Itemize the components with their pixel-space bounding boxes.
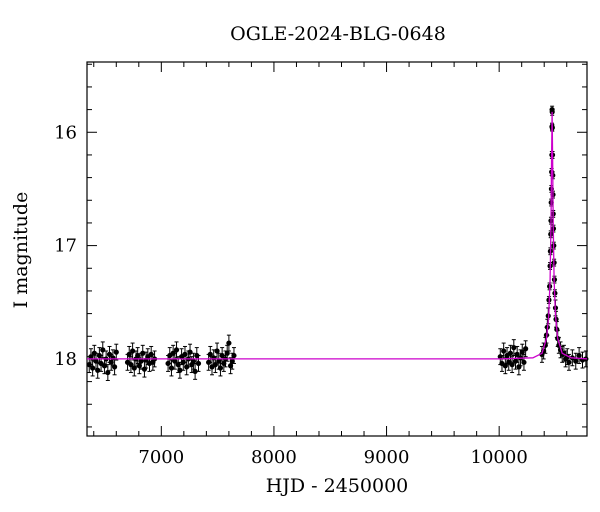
data-point: [182, 351, 188, 357]
data-point: [128, 362, 134, 368]
data-point: [226, 340, 232, 346]
plot-frame: [86, 61, 588, 437]
x-tick-label: 8000: [251, 447, 297, 468]
data-point: [190, 358, 197, 364]
x-tick-label: 9000: [364, 447, 410, 468]
data-point: [192, 368, 198, 374]
data-point: [573, 358, 579, 364]
data-point: [135, 352, 141, 359]
x-tick-label: 10000: [471, 447, 528, 468]
data-point: [113, 349, 119, 355]
model-curve: [87, 111, 588, 360]
y-axis-label: I magnitude: [10, 192, 32, 309]
data-point: [168, 365, 175, 371]
chart-title: OGLE-2024-BLG-0648: [230, 23, 446, 45]
data-point: [509, 362, 515, 368]
data-point: [105, 369, 111, 376]
y-tick-label: 18: [54, 349, 77, 370]
data-point: [502, 363, 508, 369]
data-point: [231, 352, 237, 359]
data-point: [177, 367, 183, 373]
data-point: [187, 349, 193, 355]
data-point: [95, 367, 101, 373]
data-point: [173, 347, 180, 353]
plot-area: 7000 8000 9000 10000 16 17 18: [54, 61, 589, 468]
data-point: [195, 360, 202, 367]
data-point: [519, 349, 525, 355]
data-point: [576, 352, 582, 359]
data-point: [523, 346, 529, 352]
x-tick-label: 7000: [138, 447, 184, 468]
y-tick-label: 16: [54, 122, 77, 143]
data-point: [207, 351, 213, 357]
data-point: [217, 365, 224, 371]
data-point: [212, 362, 218, 368]
data-point: [90, 365, 96, 371]
y-tick-label: 17: [54, 236, 77, 257]
data-point: [224, 350, 230, 356]
data-point: [172, 358, 178, 364]
data-point: [514, 351, 520, 357]
data-point: [214, 348, 220, 354]
data-point: [130, 348, 136, 354]
data-point: [549, 109, 555, 115]
data-point: [507, 350, 514, 356]
data-point: [521, 359, 527, 365]
data-point: [111, 364, 118, 370]
data-point: [140, 350, 146, 356]
data-point: [88, 354, 94, 360]
data-point: [501, 348, 507, 354]
data-point: [100, 347, 106, 353]
data-point: [566, 359, 572, 365]
data-point: [126, 351, 132, 357]
data-point: [511, 345, 517, 351]
x-axis-label: HJD - 2450000: [266, 475, 409, 497]
